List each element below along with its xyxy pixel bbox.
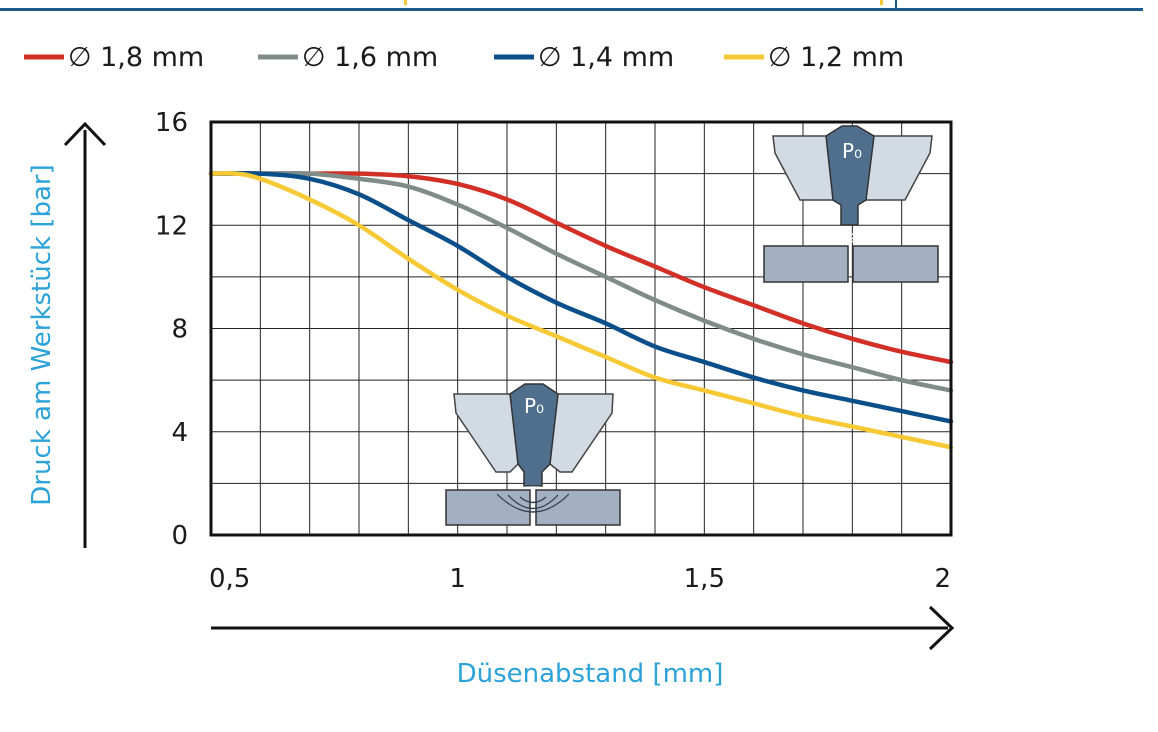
grid xyxy=(211,122,951,535)
x-tick-labels: 0,5 1 1,5 2 xyxy=(209,564,951,594)
header-decoration xyxy=(0,0,1143,11)
legend-label: ∅ 1,6 mm xyxy=(302,42,438,73)
series-lines xyxy=(208,170,954,450)
nozzle-illustration-small-gap: P₀ xyxy=(763,125,939,283)
legend-item-4: ∅ 1,2 mm xyxy=(724,42,904,73)
plot-frame xyxy=(209,120,953,537)
workpiece-right xyxy=(852,245,939,283)
x-tick-label: 1,5 xyxy=(684,564,725,594)
legend-label: ∅ 1,8 mm xyxy=(68,42,204,73)
x-axis-label: Düsenabstand [mm] xyxy=(457,659,724,689)
nozzle-body: P₀ xyxy=(453,383,614,487)
y-tick-label: 12 xyxy=(155,211,188,241)
legend-label: ∅ 1,2 mm xyxy=(768,42,904,73)
x-tick-label: 1 xyxy=(449,564,466,594)
legend-item-2: ∅ 1,6 mm xyxy=(258,42,438,73)
y-tick-label: 16 xyxy=(155,108,188,138)
pressure-label: P₀ xyxy=(842,139,862,163)
workpiece-waves-overlay xyxy=(496,493,570,513)
x-tick-label: 0,5 xyxy=(209,564,250,594)
series-line-1 xyxy=(208,171,954,365)
x-axis-arrow xyxy=(211,605,955,651)
legend-item-1: ∅ 1,8 mm xyxy=(24,42,204,73)
y-tick-label: 8 xyxy=(171,315,188,345)
header-mark-right xyxy=(880,0,883,5)
y-tick-label: 0 xyxy=(171,521,188,551)
y-axis-label: Druck am Werkstück [bar] xyxy=(27,164,57,506)
workpiece-left xyxy=(763,245,849,283)
legend-label: ∅ 1,4 mm xyxy=(538,42,674,73)
legend: ∅ 1,8 mm ∅ 1,6 mm ∅ 1,4 mm ∅ 1,2 mm xyxy=(24,42,904,73)
y-tick-labels: 0 4 8 12 16 xyxy=(155,108,188,551)
pressure-label: P₀ xyxy=(524,394,544,418)
y-axis-arrow xyxy=(63,121,107,548)
jet-waves xyxy=(829,227,869,243)
header-tick xyxy=(895,0,897,10)
nozzle-illustration-large-gap: P₀ xyxy=(445,383,621,526)
legend-item-3: ∅ 1,4 mm xyxy=(494,42,674,73)
x-tick-label: 2 xyxy=(934,564,951,594)
header-rule xyxy=(0,8,1143,11)
header-mark-left xyxy=(404,0,407,5)
series-line-4 xyxy=(208,170,954,450)
series-line-2 xyxy=(208,170,954,393)
nozzle-body: P₀ xyxy=(772,125,933,226)
series-line-3 xyxy=(208,170,954,424)
workpiece-right xyxy=(535,489,621,526)
workpiece-left xyxy=(445,489,531,526)
y-tick-label: 4 xyxy=(171,418,188,448)
